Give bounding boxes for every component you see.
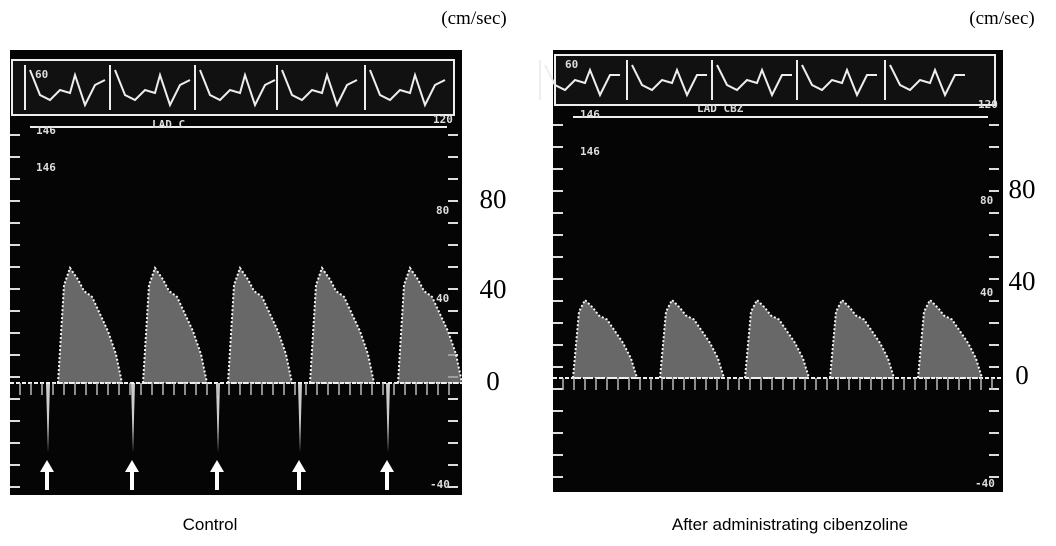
reverse-spike (298, 383, 302, 453)
screen-labels: 60 146 146 LAD C 120 80 40 -40 60 146 14… (35, 58, 998, 491)
flow-envelope (396, 265, 464, 384)
screen-label: 60 (565, 58, 578, 71)
scale-label: 0 (1015, 360, 1029, 390)
flow-envelope (658, 298, 726, 379)
caption: After administrating cibenzoline (672, 515, 908, 534)
screen-label: 60 (35, 68, 48, 81)
arrow (40, 460, 54, 490)
reverse-spike (386, 383, 390, 453)
arrow (210, 460, 224, 490)
screen-label: 146 (36, 161, 56, 174)
screen-label: 146 (580, 108, 600, 121)
unit-label: (cm/sec) (969, 8, 1034, 29)
arrow (292, 460, 306, 490)
screen-label: 80 (436, 204, 449, 217)
screen-label: 146 (36, 124, 56, 137)
scale-label: 40 (1009, 266, 1036, 296)
ecg-strip (554, 54, 996, 106)
flow-envelope (571, 298, 639, 379)
doppler-cibenzoline (553, 50, 1003, 492)
flow-envelope (141, 265, 209, 384)
flow-envelope (743, 298, 811, 379)
arrow (125, 460, 139, 490)
reverse-spike (131, 383, 135, 453)
scale-label: 80 (480, 184, 507, 214)
screen-label: 120 (433, 113, 453, 126)
reverse-spike (216, 383, 220, 453)
screen-label: -40 (430, 478, 450, 491)
ecg-trace (539, 60, 965, 100)
screen-label: 40 (980, 286, 993, 299)
scale-label: 80 (1009, 174, 1036, 204)
scale-label: 0 (486, 366, 500, 396)
reverse-spike (46, 383, 50, 453)
traces (10, 54, 1003, 490)
unit-label: (cm/sec) (441, 8, 506, 29)
caption: Control (183, 515, 238, 534)
screen-label: LAD C (152, 118, 185, 131)
flow-envelope (56, 265, 124, 384)
screen-label: 40 (436, 292, 449, 305)
flow-envelope (916, 298, 984, 379)
screen-label: 120 (978, 98, 998, 111)
screen-label: 80 (980, 194, 993, 207)
doppler-control (10, 50, 462, 495)
screen-label: -40 (975, 477, 995, 490)
screen-label: LAD CBZ (697, 102, 744, 115)
ecg-trace (24, 65, 446, 110)
arrow (380, 460, 394, 490)
flow-envelope (226, 265, 294, 384)
screen-label: 146 (580, 145, 600, 158)
flow-envelope (828, 298, 896, 379)
flow-envelope (308, 265, 376, 384)
scale-label: 40 (480, 274, 507, 304)
